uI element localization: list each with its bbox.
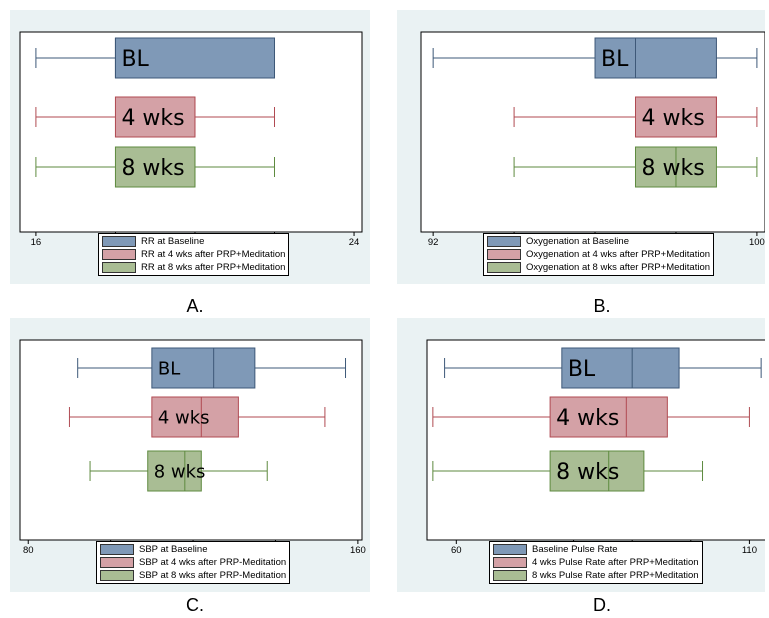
legend-label: RR at 8 wks after PRP+Meditation — [141, 262, 286, 273]
x-tick-label: 92 — [428, 237, 439, 248]
iqr-box — [147, 450, 202, 492]
x-tick-label: 160 — [350, 545, 366, 556]
boxplot-series-3: 8 wks — [432, 450, 704, 492]
chart-panel-1: 1618202224Respiratory Rate (RR; Times/mi… — [10, 10, 370, 316]
legend-swatch — [100, 544, 134, 555]
legend-label: RR at Baseline — [141, 236, 205, 247]
boxplot-series-2: 4 wks — [513, 96, 758, 138]
box-label: BL — [158, 358, 180, 379]
legend-item: Oxygenation at 4 wks after PRP+Meditatio… — [487, 248, 710, 261]
box-label: BL — [121, 47, 149, 72]
panel-letter-label: A. — [186, 296, 204, 316]
legend-label: Oxygenation at 8 wks after PRP+Meditatio… — [526, 262, 711, 273]
iqr-box — [114, 146, 196, 188]
legend-label: 8 wks Pulse Rate after PRP+Meditation — [532, 570, 699, 581]
boxplot-series-1: BL — [444, 347, 762, 389]
chart-panel-3: 80100120140160Systolic Blood Pressure (S… — [10, 318, 370, 615]
box-label: BL — [568, 357, 596, 382]
legend-swatch — [102, 262, 136, 273]
legend-item: SBP at 4 wks after PRP-Meditation — [100, 556, 286, 569]
legend-item: Oxygenation at Baseline — [487, 235, 710, 248]
x-tick-label: 24 — [349, 237, 360, 248]
box-label: 8 wks — [556, 460, 619, 485]
legend-label: SBP at 8 wks after PRP-Meditation — [139, 570, 287, 581]
legend-item: SBP at Baseline — [100, 543, 286, 556]
legend-item: SBP at 8 wks after PRP-Meditation — [100, 569, 286, 582]
legend-item: Oxygenation at 8 wks after PRP+Meditatio… — [487, 261, 710, 274]
box-label: 4 wks — [158, 407, 210, 428]
legend-label: 4 wks Pulse Rate after PRP+Meditation — [532, 557, 699, 568]
box-label: 4 wks — [641, 106, 704, 131]
boxplot-series-1: BL — [35, 37, 276, 79]
legend-swatch — [102, 249, 136, 260]
legend-swatch — [487, 262, 521, 273]
boxplot-svg: 60708090100110Pulse Rate (PR; Beat/minut… — [426, 339, 765, 564]
legend: RR at Baseline RR at 4 wks after PRP+Medi… — [98, 233, 290, 276]
legend-swatch — [493, 570, 527, 581]
legend-swatch — [493, 544, 527, 555]
iqr-box — [634, 96, 717, 138]
legend-label: RR at 4 wks after PRP+Meditation — [141, 249, 286, 260]
legend-label: SBP at 4 wks after PRP-Meditation — [139, 557, 287, 568]
box-label: 8 wks — [641, 156, 704, 181]
iqr-box — [561, 347, 680, 389]
panel-letter-label: B. — [593, 296, 611, 316]
chart-panel-2: 92949698100Oxygen saturation (%)BL4 wks8… — [397, 10, 765, 316]
legend-item: RR at 4 wks after PRP+Meditation — [102, 248, 285, 261]
iqr-box — [114, 96, 196, 138]
panel-letter-label: D. — [593, 595, 611, 615]
legend-swatch — [487, 249, 521, 260]
panel-letter-label: C. — [186, 595, 204, 615]
legend-item: 8 wks Pulse Rate after PRP+Meditation — [493, 569, 699, 582]
legend-label: Oxygenation at 4 wks after PRP+Meditatio… — [526, 249, 711, 260]
box-label: BL — [601, 47, 629, 72]
boxplot-series-2: 4 wks — [68, 396, 326, 438]
x-tick-label: 16 — [31, 237, 42, 248]
legend-swatch — [493, 557, 527, 568]
legend-swatch — [100, 557, 134, 568]
chart-panel-4: 60708090100110Pulse Rate (PR; Beat/minut… — [397, 318, 765, 615]
boxplot-series-1: BL — [77, 347, 347, 389]
iqr-box — [151, 396, 239, 438]
legend-label: Baseline Pulse Rate — [532, 544, 618, 555]
boxplot-series-3: 8 wks — [35, 146, 276, 188]
legend-item: RR at Baseline — [102, 235, 285, 248]
boxplot-svg: 80100120140160Systolic Blood Pressure (S… — [19, 339, 366, 564]
box-label: 4 wks — [556, 406, 619, 431]
legend: Oxygenation at Baseline Oxygenation at 4 … — [483, 233, 715, 276]
legend-item: 4 wks Pulse Rate after PRP+Meditation — [493, 556, 699, 569]
box-label: 4 wks — [121, 106, 184, 131]
iqr-box — [151, 347, 256, 389]
iqr-box — [594, 37, 717, 79]
x-tick-label: 110 — [742, 545, 757, 556]
boxplot-svg: 92949698100Oxygen saturation (%)BL4 wks8… — [420, 31, 765, 256]
iqr-box — [549, 396, 668, 438]
legend: Baseline Pulse Rate 4 wks Pulse Rate afte… — [489, 541, 703, 584]
iqr-box — [114, 37, 276, 79]
x-tick-label: 100 — [749, 237, 765, 248]
legend-label: SBP at Baseline — [139, 544, 208, 555]
x-tick-label: 60 — [451, 545, 462, 556]
legend-item: Baseline Pulse Rate — [493, 543, 699, 556]
iqr-box — [549, 450, 645, 492]
legend-item: RR at 8 wks after PRP+Meditation — [102, 261, 285, 274]
box-label: 8 wks — [121, 156, 184, 181]
boxplot-series-2: 4 wks — [432, 396, 750, 438]
legend-swatch — [102, 236, 136, 247]
boxplot-series-3: 8 wks — [89, 450, 268, 492]
x-tick-label: 80 — [23, 545, 34, 556]
boxplot-series-3: 8 wks — [513, 146, 758, 188]
legend-label: Oxygenation at Baseline — [526, 236, 629, 247]
box-label: 8 wks — [154, 461, 206, 482]
legend: SBP at Baseline SBP at 4 wks after PRP-Me… — [96, 541, 291, 584]
legend-swatch — [487, 236, 521, 247]
legend-swatch — [100, 570, 134, 581]
boxplot-series-2: 4 wks — [35, 96, 276, 138]
boxplot-series-1: BL — [432, 37, 758, 79]
